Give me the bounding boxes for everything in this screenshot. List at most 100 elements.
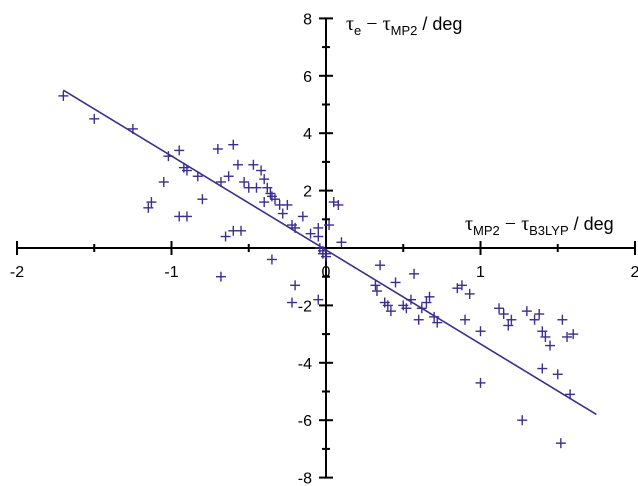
tick-labels: -2 -1 0 1 2 8 6 4 2 -2 -4 -6 -8 [10, 11, 638, 486]
data-point [192, 171, 203, 182]
x-axis-title-tau2: τ [521, 213, 529, 235]
data-point [143, 202, 154, 213]
data-point [282, 199, 293, 210]
data-point [262, 182, 273, 193]
data-point [464, 288, 475, 299]
data-point [432, 317, 443, 328]
x-tick-label: 1 [476, 264, 485, 281]
data-points [58, 90, 579, 449]
data-point [174, 145, 185, 156]
data-point [390, 277, 401, 288]
y-axis-title-sub2: MP2 [391, 23, 418, 38]
data-point [146, 197, 157, 208]
y-axis-title-tau: τ [346, 13, 354, 35]
data-point [58, 90, 69, 101]
data-point [529, 314, 540, 325]
data-point [256, 165, 267, 176]
data-point [517, 415, 528, 426]
y-tick-label: 6 [303, 69, 312, 86]
data-point [540, 331, 551, 342]
data-point [305, 228, 316, 239]
data-point [506, 314, 517, 325]
data-point [475, 377, 486, 388]
x-axis-title-sub2: B3LYP [529, 223, 569, 238]
data-point [197, 194, 208, 205]
data-point [215, 271, 226, 282]
y-axis-title-unit: / deg [417, 14, 462, 34]
x-tick-label: 2 [631, 264, 638, 281]
data-point [277, 208, 288, 219]
data-point [475, 326, 486, 337]
data-point [266, 191, 277, 202]
x-tick-label: -2 [10, 264, 24, 281]
fit-line [62, 89, 597, 416]
data-point [401, 303, 412, 314]
x-axis-title: τMP2 − τB3LYP / deg [465, 213, 614, 238]
data-point [424, 291, 435, 302]
x-axis-title-tau: τ [465, 213, 473, 235]
data-point [181, 211, 192, 222]
data-point [158, 176, 169, 187]
data-point [382, 300, 393, 311]
data-point [370, 280, 381, 291]
data-point [251, 182, 262, 193]
data-point [460, 314, 471, 325]
data-point [503, 320, 514, 331]
tick-marks [16, 17, 636, 479]
data-point [498, 309, 509, 320]
data-point [232, 159, 243, 170]
y-tick-label: 4 [303, 126, 312, 143]
data-point [552, 369, 563, 380]
y-tick-label: -2 [298, 298, 312, 315]
data-point [545, 340, 556, 351]
data-point [259, 197, 270, 208]
data-point [236, 225, 247, 236]
data-point [223, 171, 234, 182]
data-point [537, 326, 548, 337]
y-tick-label: -8 [298, 471, 312, 486]
y-axis-title: τe − τMP2 / deg [346, 13, 462, 38]
data-point [324, 220, 335, 231]
x-tick-label: 0 [322, 264, 331, 281]
x-axis-title-dash: − [500, 213, 521, 235]
data-point [333, 199, 344, 210]
data-point [313, 222, 324, 233]
data-point [409, 268, 420, 279]
data-point [297, 211, 308, 222]
fit-line-group [62, 89, 597, 416]
data-point [385, 306, 396, 317]
data-point [336, 237, 347, 248]
y-tick-label: 8 [303, 11, 312, 28]
data-point [557, 314, 568, 325]
data-point [313, 294, 324, 305]
y-tick-label: -6 [298, 413, 312, 430]
data-point [239, 176, 250, 187]
data-point [287, 297, 298, 308]
data-point [89, 113, 100, 124]
data-point [371, 286, 382, 297]
data-point [494, 303, 505, 314]
x-axis-title-unit: / deg [569, 214, 614, 234]
data-point [220, 231, 231, 242]
x-tick-label: -1 [164, 264, 178, 281]
data-point [562, 331, 573, 342]
data-point [181, 165, 192, 176]
data-point [259, 174, 270, 185]
data-point [421, 297, 432, 308]
y-axis-title-sub1: e [354, 23, 361, 38]
data-point [313, 231, 324, 242]
data-point [521, 306, 532, 317]
y-axis-title-dash: − [361, 13, 382, 35]
data-point [555, 438, 566, 449]
data-point [212, 143, 223, 154]
data-point [228, 139, 239, 150]
data-point [375, 260, 386, 271]
data-point [537, 363, 548, 374]
data-point [248, 159, 259, 170]
y-tick-label: 2 [303, 184, 312, 201]
data-point [413, 314, 424, 325]
y-axis-title-tau2: τ [383, 13, 391, 35]
data-point [456, 280, 467, 291]
data-point [534, 309, 545, 320]
